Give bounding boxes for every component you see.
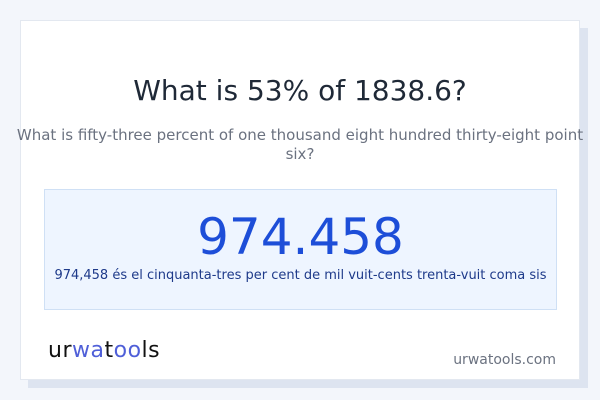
page-title: What is 53% of 1838.6? <box>133 74 467 107</box>
result-box <box>44 189 557 310</box>
subtitle: What is fifty-three percent of one thous… <box>16 126 584 163</box>
result-words: 974,458 és el cinquanta-tres per cent de… <box>54 268 547 283</box>
site-link[interactable]: urwatools.com <box>453 352 556 368</box>
urwatools-logo: urwatools <box>48 338 161 363</box>
result-value: 974.458 <box>197 208 404 266</box>
